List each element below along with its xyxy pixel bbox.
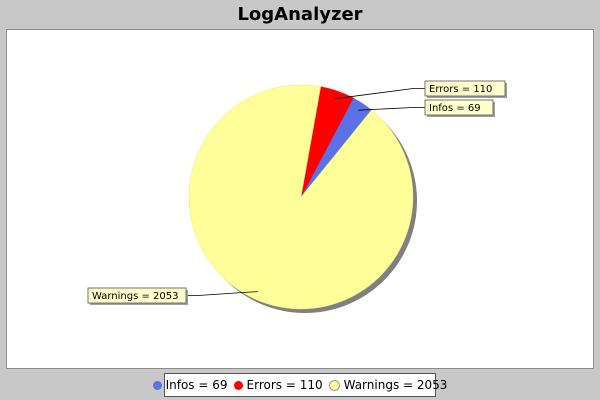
pie-slice-warnings <box>188 84 414 310</box>
label-box-infos <box>424 99 494 116</box>
legend-swatch-errors <box>233 380 243 390</box>
plot-area: Infos = 69 Errors = 110 Warnings = 2053 <box>6 29 594 369</box>
legend-swatch-infos <box>152 380 162 390</box>
legend-item-warnings: Warnings = 2053 <box>328 378 448 392</box>
legend: Infos = 69 Errors = 110 Warnings = 2053 <box>152 373 447 397</box>
pie-chart: Infos = 69 Errors = 110 Warnings = 2053 <box>87 80 507 313</box>
legend-label-warnings: Warnings = 2053 <box>343 378 448 392</box>
leader-line-infos <box>358 107 425 111</box>
legend-swatch-warnings <box>328 379 340 391</box>
slice-label-errors: Errors = 110 <box>429 84 492 95</box>
leader-line-errors <box>334 88 425 100</box>
chart-title: LogAnalyzer <box>237 4 363 25</box>
slice-label-warnings: Warnings = 2053 <box>92 291 179 302</box>
legend-item-infos: Infos = 69 <box>152 378 228 392</box>
leader-line-warnings <box>186 291 258 296</box>
label-box-errors <box>424 80 506 97</box>
legend-label-infos: Infos = 69 <box>165 378 228 392</box>
slice-label-infos: Infos = 69 <box>429 103 481 114</box>
legend-label-errors: Errors = 110 <box>246 378 323 392</box>
legend-item-errors: Errors = 110 <box>233 378 323 392</box>
label-box-warnings <box>87 287 187 304</box>
